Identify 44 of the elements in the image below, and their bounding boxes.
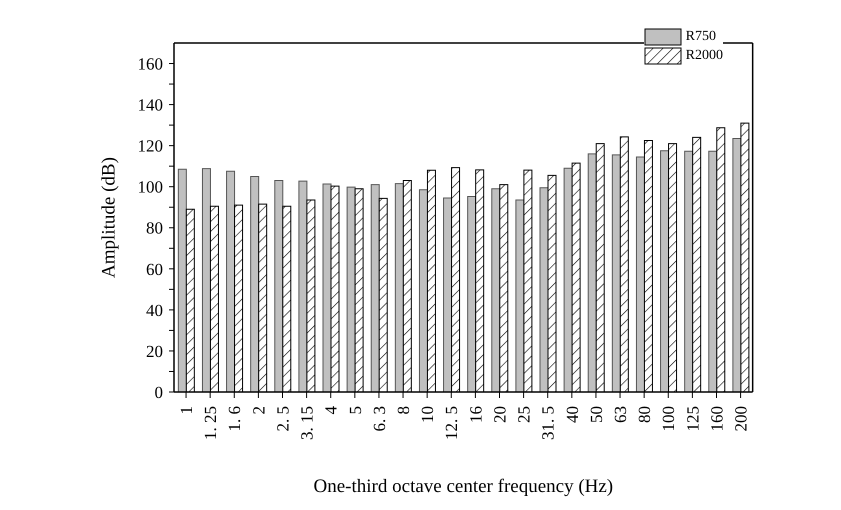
x-tick-label: 10 (418, 406, 438, 423)
x-tick-label: 125 (683, 406, 702, 432)
y-tick-label: 0 (154, 382, 163, 402)
bar (178, 168, 187, 392)
y-tick-label: 120 (138, 136, 163, 156)
x-tick-label: 4 (322, 406, 341, 414)
x-tick-label: 6. 3 (370, 406, 389, 432)
x-tick-label: 2 (249, 406, 268, 414)
x-tick-label: 8 (394, 406, 413, 414)
y-tick-label: 60 (146, 260, 163, 279)
x-tick-label: 31. 5 (538, 406, 558, 440)
x-tick-label: 25 (514, 406, 534, 423)
x-tick-label: 20 (490, 406, 510, 423)
bar (370, 184, 380, 392)
y-tick-label: 100 (138, 178, 163, 197)
bar (226, 170, 236, 392)
bar (202, 168, 211, 392)
x-tick-label: 5 (346, 406, 365, 414)
x-tick-label: 50 (586, 406, 606, 423)
y-tick-label: 80 (146, 218, 163, 238)
x-tick-label: 80 (635, 406, 654, 423)
x-axis-title: One-third octave center frequency (Hz) (314, 476, 614, 497)
x-tick-label: 1. 6 (225, 406, 244, 432)
legend-label: R2000 (686, 48, 723, 64)
x-tick-label: 160 (707, 406, 726, 432)
x-tick-label: 63 (611, 406, 630, 423)
x-tick-label: 200 (732, 406, 751, 432)
x-tick-label: 40 (562, 406, 582, 423)
y-tick-label: 140 (138, 96, 163, 115)
x-tick-label: 3. 15 (298, 406, 317, 440)
x-tick-label: 100 (659, 406, 678, 432)
bar (274, 180, 284, 392)
bar (250, 176, 260, 392)
x-tick-label: 1. 25 (201, 406, 220, 440)
y-tick-label: 20 (146, 342, 163, 361)
bar (298, 180, 308, 392)
x-tick-label: 2. 5 (273, 406, 292, 432)
x-tick-label: 12. 5 (442, 406, 462, 440)
y-tick-label: 160 (138, 54, 163, 74)
x-tick-label: 16 (466, 406, 486, 423)
y-axis-title: Amplitude (dB) (98, 157, 120, 278)
y-tick-label: 40 (146, 300, 163, 320)
legend-label: R750 (686, 29, 716, 45)
x-tick-label: 1 (177, 406, 196, 414)
